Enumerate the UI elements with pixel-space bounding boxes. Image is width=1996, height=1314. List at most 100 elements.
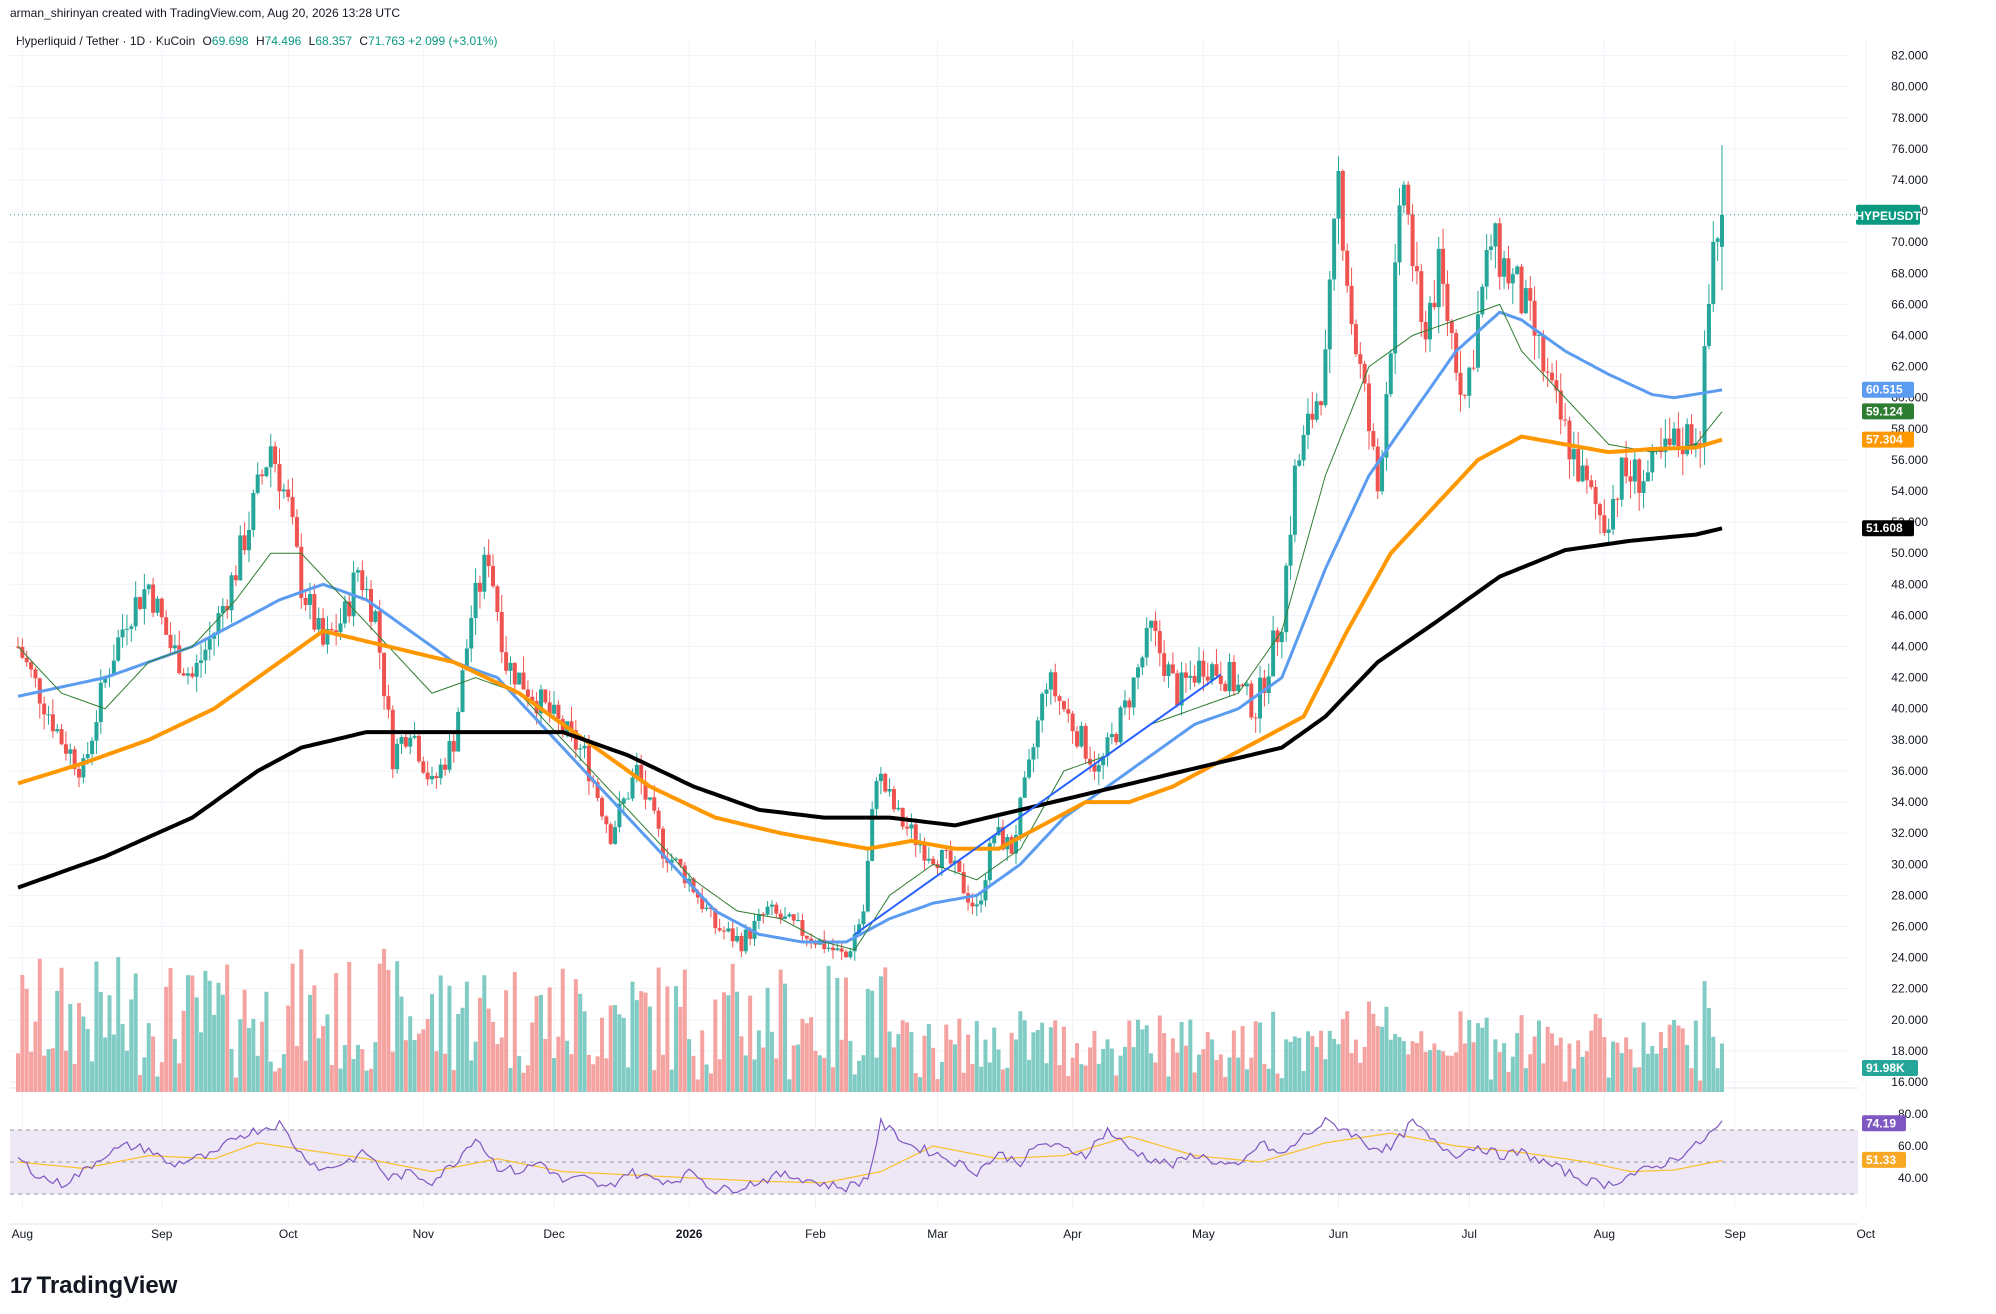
volume-bar xyxy=(695,1079,700,1092)
volume-bar xyxy=(1441,1051,1446,1092)
volume-bar xyxy=(1375,1025,1380,1092)
candle-body xyxy=(1079,725,1084,747)
volume-bar xyxy=(1362,1046,1367,1092)
rsi-ma-line xyxy=(17,1132,1723,1184)
trendline-layer xyxy=(10,214,1858,936)
volume-bar xyxy=(1489,1079,1494,1092)
candle-body xyxy=(809,938,814,942)
volume-bar xyxy=(90,1061,95,1092)
volume-bar xyxy=(983,1039,988,1092)
volume-bar xyxy=(547,987,552,1092)
volume-bar xyxy=(1258,1022,1263,1092)
candle-body xyxy=(268,446,273,468)
candle-body xyxy=(1201,660,1206,677)
candle-body xyxy=(1292,465,1297,535)
volume-bar xyxy=(290,963,295,1092)
volume-bar xyxy=(1218,1054,1223,1092)
candle-body xyxy=(382,652,387,697)
price-tick-label: 82.000 xyxy=(1891,49,1928,63)
candle-body xyxy=(604,816,609,825)
candle-body xyxy=(992,835,997,844)
volume-bar xyxy=(185,975,190,1092)
volume-bar xyxy=(660,1054,665,1092)
candle-body xyxy=(1353,324,1358,355)
volume-bar xyxy=(1471,1042,1476,1092)
volume-bar xyxy=(1175,1052,1180,1092)
time-tick-label: Aug xyxy=(1594,1227,1615,1241)
axis-layer: 82.00080.00078.00076.00074.00072.00070.0… xyxy=(12,49,1929,1241)
volume-bar xyxy=(861,1055,866,1092)
candle-body xyxy=(142,589,147,609)
candle-body xyxy=(1070,713,1075,732)
volume-bar xyxy=(1162,1033,1167,1092)
volume-bar xyxy=(1035,1029,1040,1092)
candle-body xyxy=(1380,457,1385,492)
volume-bar xyxy=(787,1079,792,1092)
volume-bar xyxy=(190,975,195,1092)
ma-value-tag: 59.124 xyxy=(1866,404,1903,418)
candle-body xyxy=(1218,675,1223,684)
candle-body xyxy=(94,722,99,741)
candle-body xyxy=(1157,631,1162,654)
volume-bar xyxy=(172,1038,177,1092)
candle-body xyxy=(752,920,757,939)
volume-bar xyxy=(939,1061,944,1092)
volume-bar xyxy=(756,1030,761,1092)
volume-bar xyxy=(769,1031,774,1092)
candle-body xyxy=(717,928,722,931)
volume-bar xyxy=(1645,1053,1650,1092)
moving-average-line xyxy=(17,434,1723,851)
candle-body xyxy=(1332,218,1337,280)
volume-bar xyxy=(647,1006,652,1092)
volume-bar xyxy=(199,1032,204,1092)
volume-bar xyxy=(735,991,740,1092)
volume-bar xyxy=(1079,1064,1084,1092)
candle-body xyxy=(517,672,522,685)
time-tick-label: May xyxy=(1192,1227,1215,1241)
price-tick-label: 40.000 xyxy=(1891,702,1928,716)
volume-bar xyxy=(504,990,509,1092)
volume-bar xyxy=(1114,1075,1119,1092)
volume-bar xyxy=(1702,981,1707,1092)
candle-body xyxy=(1231,661,1236,692)
volume-bar xyxy=(1314,1047,1319,1092)
ma-value-tag-bg xyxy=(1862,431,1914,448)
candle-body xyxy=(1706,303,1711,347)
tradingview-logo[interactable]: 17 TradingView xyxy=(10,1272,177,1300)
candle-body xyxy=(1541,334,1546,372)
candle-body xyxy=(347,601,352,617)
volume-bar xyxy=(499,1037,504,1092)
time-tick-label: Oct xyxy=(279,1227,298,1241)
candle-body xyxy=(155,598,160,613)
candle-body xyxy=(390,709,395,770)
candle-body xyxy=(682,865,687,884)
volume-bar xyxy=(42,1055,47,1092)
volume-bar xyxy=(451,1070,456,1092)
volume-bar xyxy=(1414,1043,1419,1092)
candle-body xyxy=(521,672,526,690)
volume-bar xyxy=(1240,1025,1245,1092)
volume-bar xyxy=(630,981,635,1092)
candle-body xyxy=(29,662,34,670)
volume-bar xyxy=(1698,1080,1703,1092)
volume-bar xyxy=(1183,1045,1188,1092)
change-value: +2.099 (+3.01%) xyxy=(408,34,498,48)
rsi-tick-label: 40.00 xyxy=(1898,1171,1928,1185)
candle-body xyxy=(1009,837,1014,854)
candle-body xyxy=(656,810,661,829)
candle-body xyxy=(778,913,783,919)
volume-bar xyxy=(151,1036,156,1092)
candle-body xyxy=(948,850,953,864)
time-tick-label: Aug xyxy=(12,1227,33,1241)
candle-body xyxy=(1528,288,1533,301)
candle-body xyxy=(878,773,883,782)
candle-body xyxy=(46,714,51,716)
candle-body xyxy=(909,824,914,829)
volume-bar xyxy=(613,1005,618,1092)
candle-body xyxy=(1319,401,1324,406)
candle-body xyxy=(543,689,548,703)
candle-body xyxy=(599,798,604,817)
volume-bar xyxy=(743,1055,748,1092)
candle-body xyxy=(1375,446,1380,492)
